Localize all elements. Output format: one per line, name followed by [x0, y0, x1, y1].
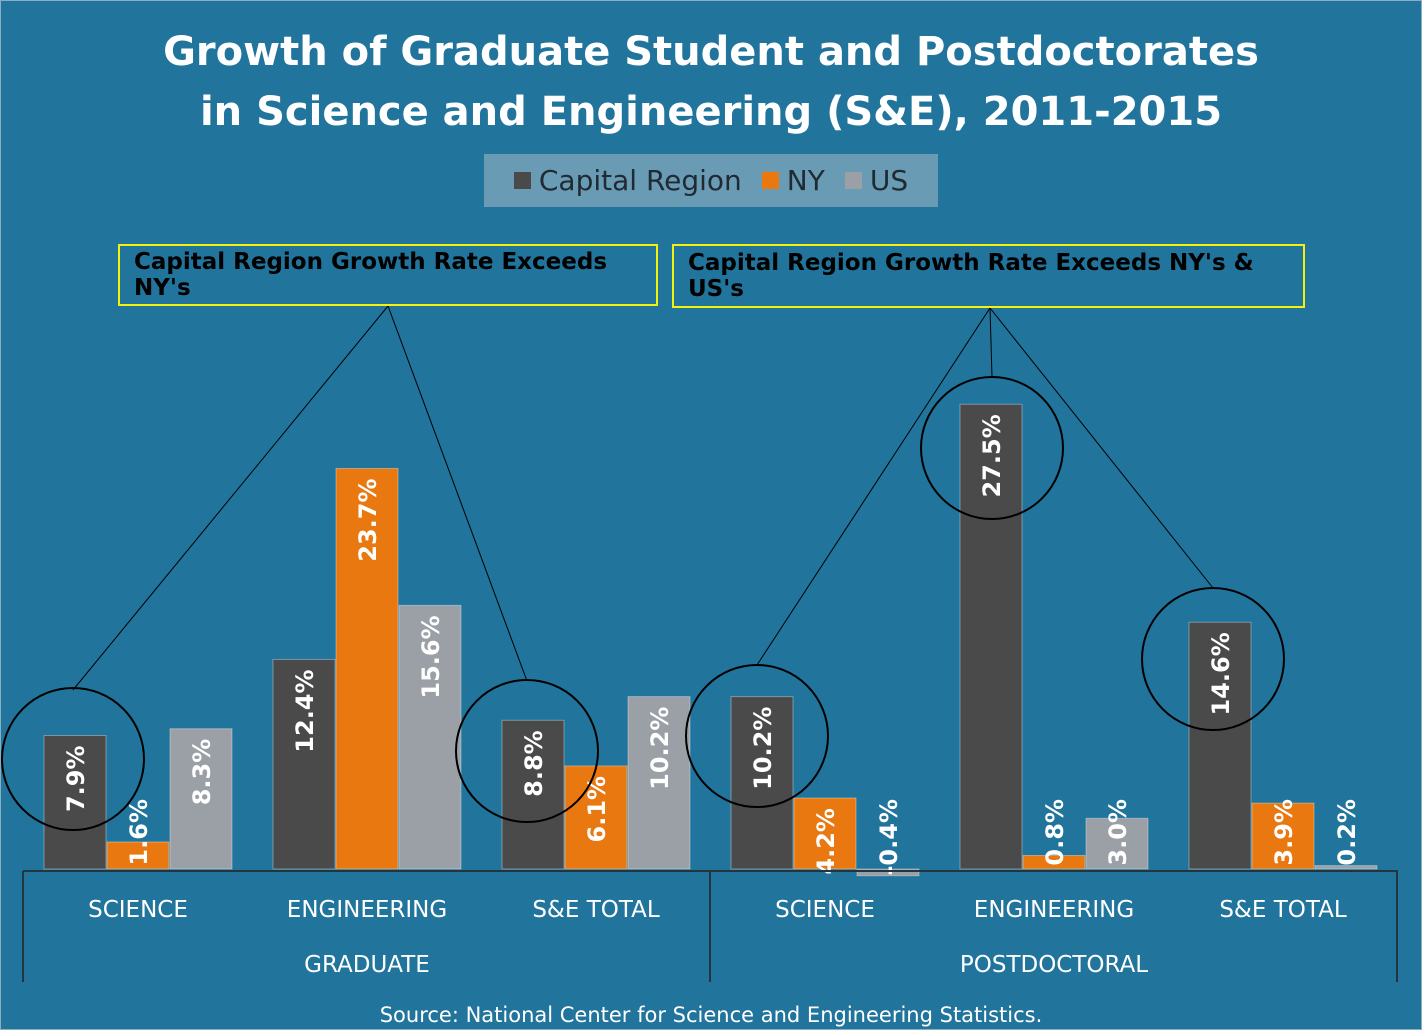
bars-layer — [43, 403, 1378, 877]
data-label-postdoc-engineering-ny: 0.8% — [1041, 799, 1069, 866]
bar-graduate-engineering-us — [398, 604, 462, 870]
data-label-postdoc-science-us: -0.4% — [875, 799, 903, 876]
bar-graduate-science-us — [169, 728, 233, 870]
bar-postdoc-science-capital-region — [730, 696, 794, 870]
legend-item-ny: NY — [761, 164, 825, 197]
legend-item-us: US — [844, 164, 909, 197]
legend-item-capital-region: Capital Region — [513, 164, 742, 197]
bar-labels-layer: 7.9% 12.4% 8.8% 10.2% 27.5% 14.6% 1.6% 23.7% 6.1… — [62, 414, 1361, 875]
category-label-postdoc-se-total: S&E TOTAL — [1219, 897, 1347, 923]
bar-postdoc-engineering-us — [1085, 817, 1149, 870]
category-axis: SCIENCE ENGINEERING S&E TOTAL SCIENCE EN… — [22, 870, 1398, 982]
data-label-graduate-science-capital-region: 7.9% — [62, 745, 90, 812]
bar-postdoc-engineering-capital-region — [959, 403, 1023, 870]
legend-swatch-us — [844, 172, 862, 189]
bar-postdoc-se-total-ny — [1251, 802, 1315, 870]
data-label-postdoc-se-total-us: 0.2% — [1333, 799, 1361, 866]
legend-label-us: US — [869, 164, 909, 197]
category-label-postdoc-science: SCIENCE — [775, 897, 875, 923]
data-label-postdoc-science-ny: 4.2% — [812, 808, 840, 875]
bar-graduate-engineering-capital-region — [272, 658, 336, 870]
data-label-graduate-science-us: 8.3% — [188, 739, 216, 806]
bar-graduate-engineering-ny — [335, 467, 399, 870]
data-label-postdoc-engineering-capital-region: 27.5% — [978, 414, 1006, 497]
highlight-circle-postdoc-science — [685, 664, 829, 808]
legend-label-ny: NY — [786, 164, 825, 197]
bar-postdoc-science-ny — [793, 797, 857, 870]
bar-graduate-se-total-capital-region — [501, 719, 565, 870]
chart-title-line-1: Growth of Graduate Student and Postdocto… — [163, 29, 1259, 75]
highlight-circle-postdoc-se-total — [1141, 587, 1285, 731]
bar-graduate-se-total-us — [627, 696, 691, 870]
bar-graduate-science-ny — [106, 841, 170, 870]
callout-graduate: Capital Region Growth Rate Exceeds NY's — [118, 244, 658, 306]
annotation-layer — [1, 305, 1285, 831]
legend-swatch-capital-region — [513, 172, 531, 189]
pointer-line-graduate-science — [72, 305, 389, 691]
group-label-graduate: GRADUATE — [304, 952, 430, 978]
category-label-graduate-science: SCIENCE — [88, 897, 188, 923]
group-label-postdoctoral: POSTDOCTORAL — [960, 952, 1148, 978]
data-label-graduate-science-ny: 1.6% — [125, 799, 153, 866]
data-label-graduate-engineering-us: 15.6% — [417, 615, 445, 698]
bar-graduate-se-total-ny — [564, 765, 628, 870]
bar-graduate-science-capital-region — [43, 734, 107, 870]
bar-postdoc-se-total-us — [1314, 865, 1378, 870]
legend-swatch-ny — [761, 172, 779, 189]
callout-graduate-text: Capital Region Growth Rate Exceeds NY's — [134, 249, 608, 301]
chart-title: Growth of Graduate Student and Postdocto… — [0, 22, 1422, 142]
data-label-graduate-engineering-ny: 23.7% — [354, 478, 382, 561]
category-label-graduate-se-total: S&E TOTAL — [532, 897, 660, 923]
bar-postdoc-engineering-ny — [1022, 854, 1086, 870]
chart-title-line-2: in Science and Engineering (S&E), 2011-2… — [199, 89, 1223, 135]
data-label-postdoc-se-total-capital-region: 14.6% — [1207, 632, 1235, 715]
data-label-postdoc-science-capital-region: 10.2% — [749, 707, 777, 790]
data-label-graduate-engineering-capital-region: 12.4% — [291, 669, 319, 752]
highlight-circle-postdoc-engineering — [920, 376, 1064, 520]
chart-legend: Capital Region NY US — [484, 154, 938, 207]
pointer-line-graduate-se-total — [387, 305, 528, 682]
data-label-postdoc-se-total-ny: 3.9% — [1270, 799, 1298, 866]
pointer-line-postdoc-se-total — [989, 307, 1214, 589]
data-label-postdoc-engineering-us: 3.0% — [1104, 799, 1132, 866]
data-label-graduate-se-total-us: 10.2% — [646, 707, 674, 790]
data-label-graduate-se-total-capital-region: 8.8% — [520, 730, 548, 797]
source-note: Source: National Center for Science and … — [379, 1003, 1043, 1027]
legend-label-capital-region: Capital Region — [538, 164, 742, 197]
highlight-circle-graduate-science — [1, 687, 145, 831]
callout-postdoctoral: Capital Region Growth Rate Exceeds NY's … — [672, 244, 1305, 308]
bar-postdoc-science-us — [856, 868, 920, 877]
data-label-graduate-se-total-ny: 6.1% — [583, 776, 611, 843]
pointer-line-postdoc-science — [756, 307, 991, 666]
category-label-graduate-engineering: ENGINEERING — [287, 897, 447, 923]
category-label-postdoc-engineering: ENGINEERING — [974, 897, 1134, 923]
bar-postdoc-se-total-capital-region — [1188, 621, 1252, 870]
callout-postdoctoral-text: Capital Region Growth Rate Exceeds NY's … — [688, 250, 1254, 302]
pointer-line-postdoc-engineering — [989, 307, 993, 378]
highlight-circle-graduate-se-total — [455, 679, 599, 823]
